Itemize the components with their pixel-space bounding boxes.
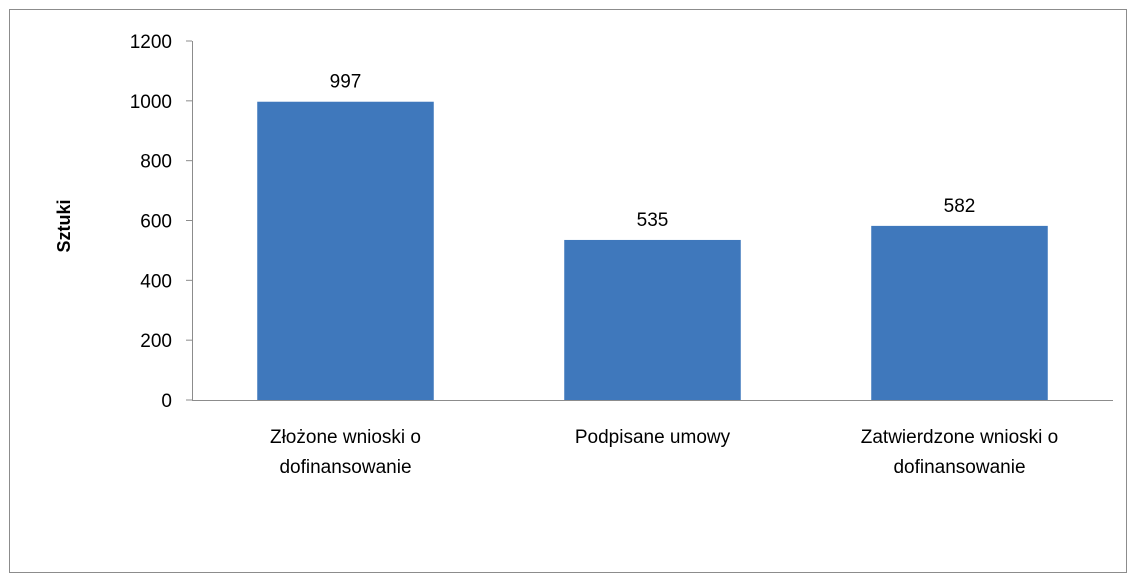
- y-tick-label: 200: [140, 331, 172, 352]
- y-axis-title: Sztuki: [54, 199, 74, 252]
- x-category-label: dofinansowanie: [279, 457, 411, 478]
- y-tick-label: 0: [161, 391, 172, 412]
- data-labels-group: 997 535 582: [330, 72, 976, 231]
- bar: [871, 225, 1048, 400]
- x-category-label: Podpisane umowy: [575, 427, 731, 448]
- x-category-label: Złożone wnioski o: [270, 427, 421, 448]
- y-tick-label: 600: [140, 212, 172, 233]
- bar: [257, 101, 434, 400]
- bar-value-label: 582: [944, 196, 976, 217]
- x-axis-labels: Złożone wnioski o dofinansowanie Podpisane…: [270, 427, 1058, 478]
- y-tick-label: 400: [140, 271, 172, 292]
- y-tick-label: 1000: [130, 92, 172, 113]
- y-axis: 0 200 400 600 800 1000 1200: [130, 32, 192, 412]
- y-tick-label: 1200: [130, 32, 172, 53]
- bar-value-label: 535: [637, 210, 669, 231]
- x-category-label: dofinansowanie: [893, 457, 1025, 478]
- bars-group: [257, 101, 1048, 400]
- x-category-label: Zatwierdzone wnioski o: [861, 427, 1058, 448]
- bar-value-label: 997: [330, 72, 362, 93]
- bar: [564, 239, 741, 400]
- y-tick-label: 800: [140, 152, 172, 173]
